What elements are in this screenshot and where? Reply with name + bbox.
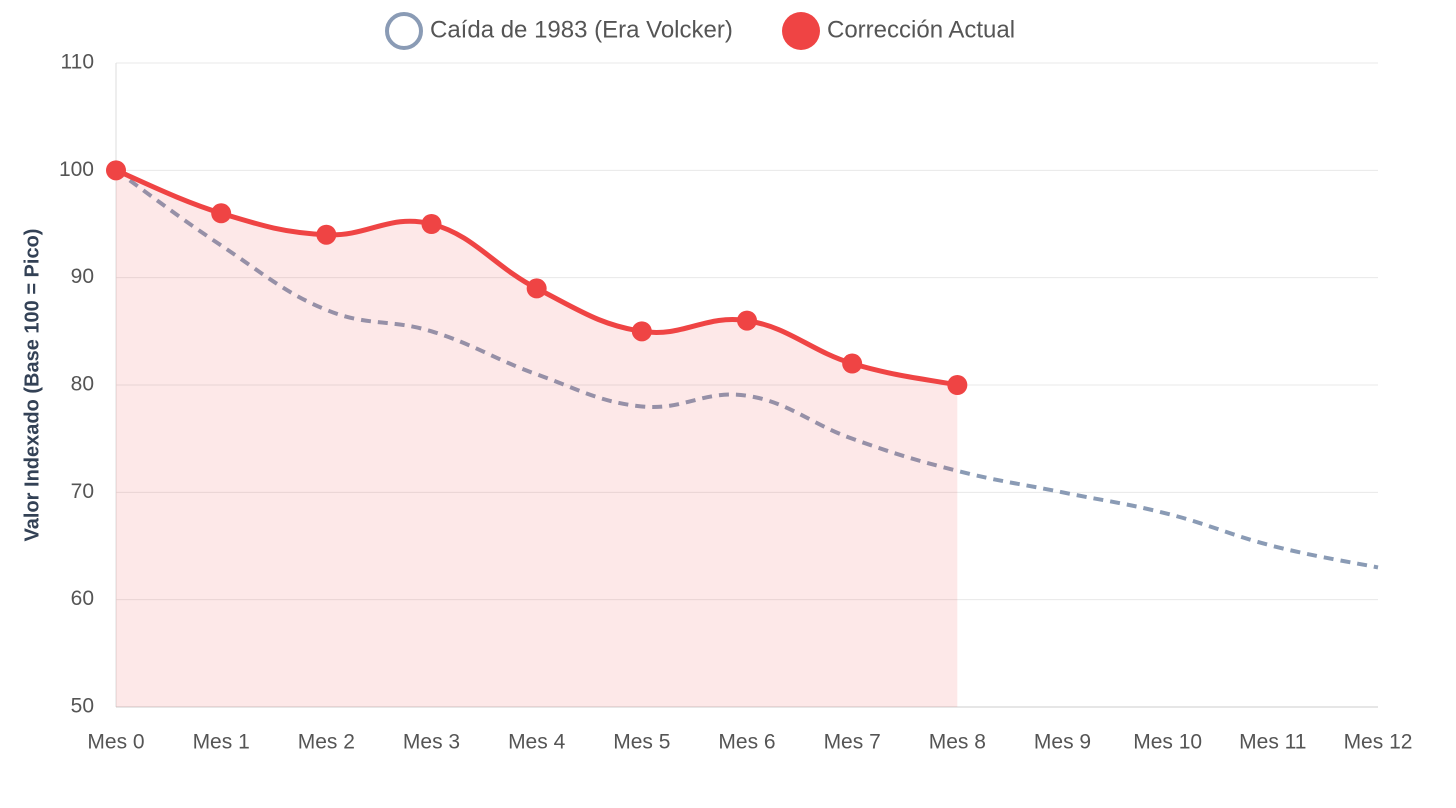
y-tick-label: 50 xyxy=(71,695,94,718)
legend-swatch xyxy=(385,12,423,50)
y-tick-label: 70 xyxy=(71,480,94,503)
x-tick-label: Mes 4 xyxy=(508,731,566,754)
x-tick-label: Mes 12 xyxy=(1344,731,1413,754)
point xyxy=(947,375,968,395)
y-tick-label: 110 xyxy=(61,51,94,74)
point xyxy=(421,214,442,234)
x-tick-label: Mes 8 xyxy=(929,731,986,754)
point xyxy=(526,278,547,299)
y-tick-label: 90 xyxy=(71,265,94,288)
x-tick-label: Mes 1 xyxy=(193,731,250,754)
area xyxy=(116,170,958,708)
x-tick-label: Mes 10 xyxy=(1133,731,1202,754)
legend-label: Corrección Actual xyxy=(827,16,1015,43)
y-tick-label: 60 xyxy=(71,587,94,610)
x-tick-label: Mes 3 xyxy=(403,731,460,754)
x-tick-label: Mes 0 xyxy=(87,731,144,754)
x-tick-label: Mes 6 xyxy=(718,731,775,754)
x-tick-label: Mes 9 xyxy=(1034,731,1091,754)
series-line xyxy=(114,168,1379,570)
y-axis-label: Valor Indexado (Base 100 = Pico) xyxy=(21,229,43,542)
x-tick-label: Mes 7 xyxy=(824,731,881,754)
legend-swatch xyxy=(782,12,820,50)
x-tick-label: Mes 2 xyxy=(298,731,355,754)
point xyxy=(842,353,863,374)
x-tick-label: Mes 11 xyxy=(1239,731,1306,754)
point xyxy=(737,310,757,331)
y-tick-label: 80 xyxy=(71,373,94,396)
point xyxy=(316,224,337,245)
point xyxy=(106,160,126,181)
legend-label: Caída de 1983 (Era Volcker) xyxy=(430,16,733,43)
x-tick-label: Mes 5 xyxy=(613,731,670,754)
point xyxy=(631,321,652,342)
point xyxy=(211,203,232,224)
y-tick-label: 100 xyxy=(59,158,94,181)
